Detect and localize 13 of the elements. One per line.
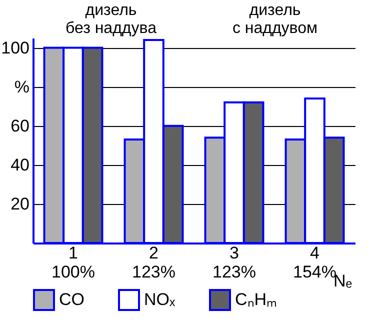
y-tick-label: 100 <box>1 38 30 58</box>
x-tick-label: 2 123% <box>132 244 176 282</box>
legend-label: NOₓ <box>144 290 176 309</box>
y-tick-label: 20 <box>10 194 30 214</box>
y-tick-label: 60 <box>10 116 30 136</box>
x-tick-label: 1 100% <box>52 244 95 282</box>
text: дизель без наддува <box>64 2 158 38</box>
text: дизель с наддувом <box>231 2 319 38</box>
y-tick-label: 40 <box>10 155 30 174</box>
legend-label: CO <box>59 290 84 309</box>
x-tick-label: 3 123% <box>212 244 256 282</box>
y-tick-label: % <box>14 77 30 96</box>
legend-label: CₙHₘ <box>235 290 277 309</box>
